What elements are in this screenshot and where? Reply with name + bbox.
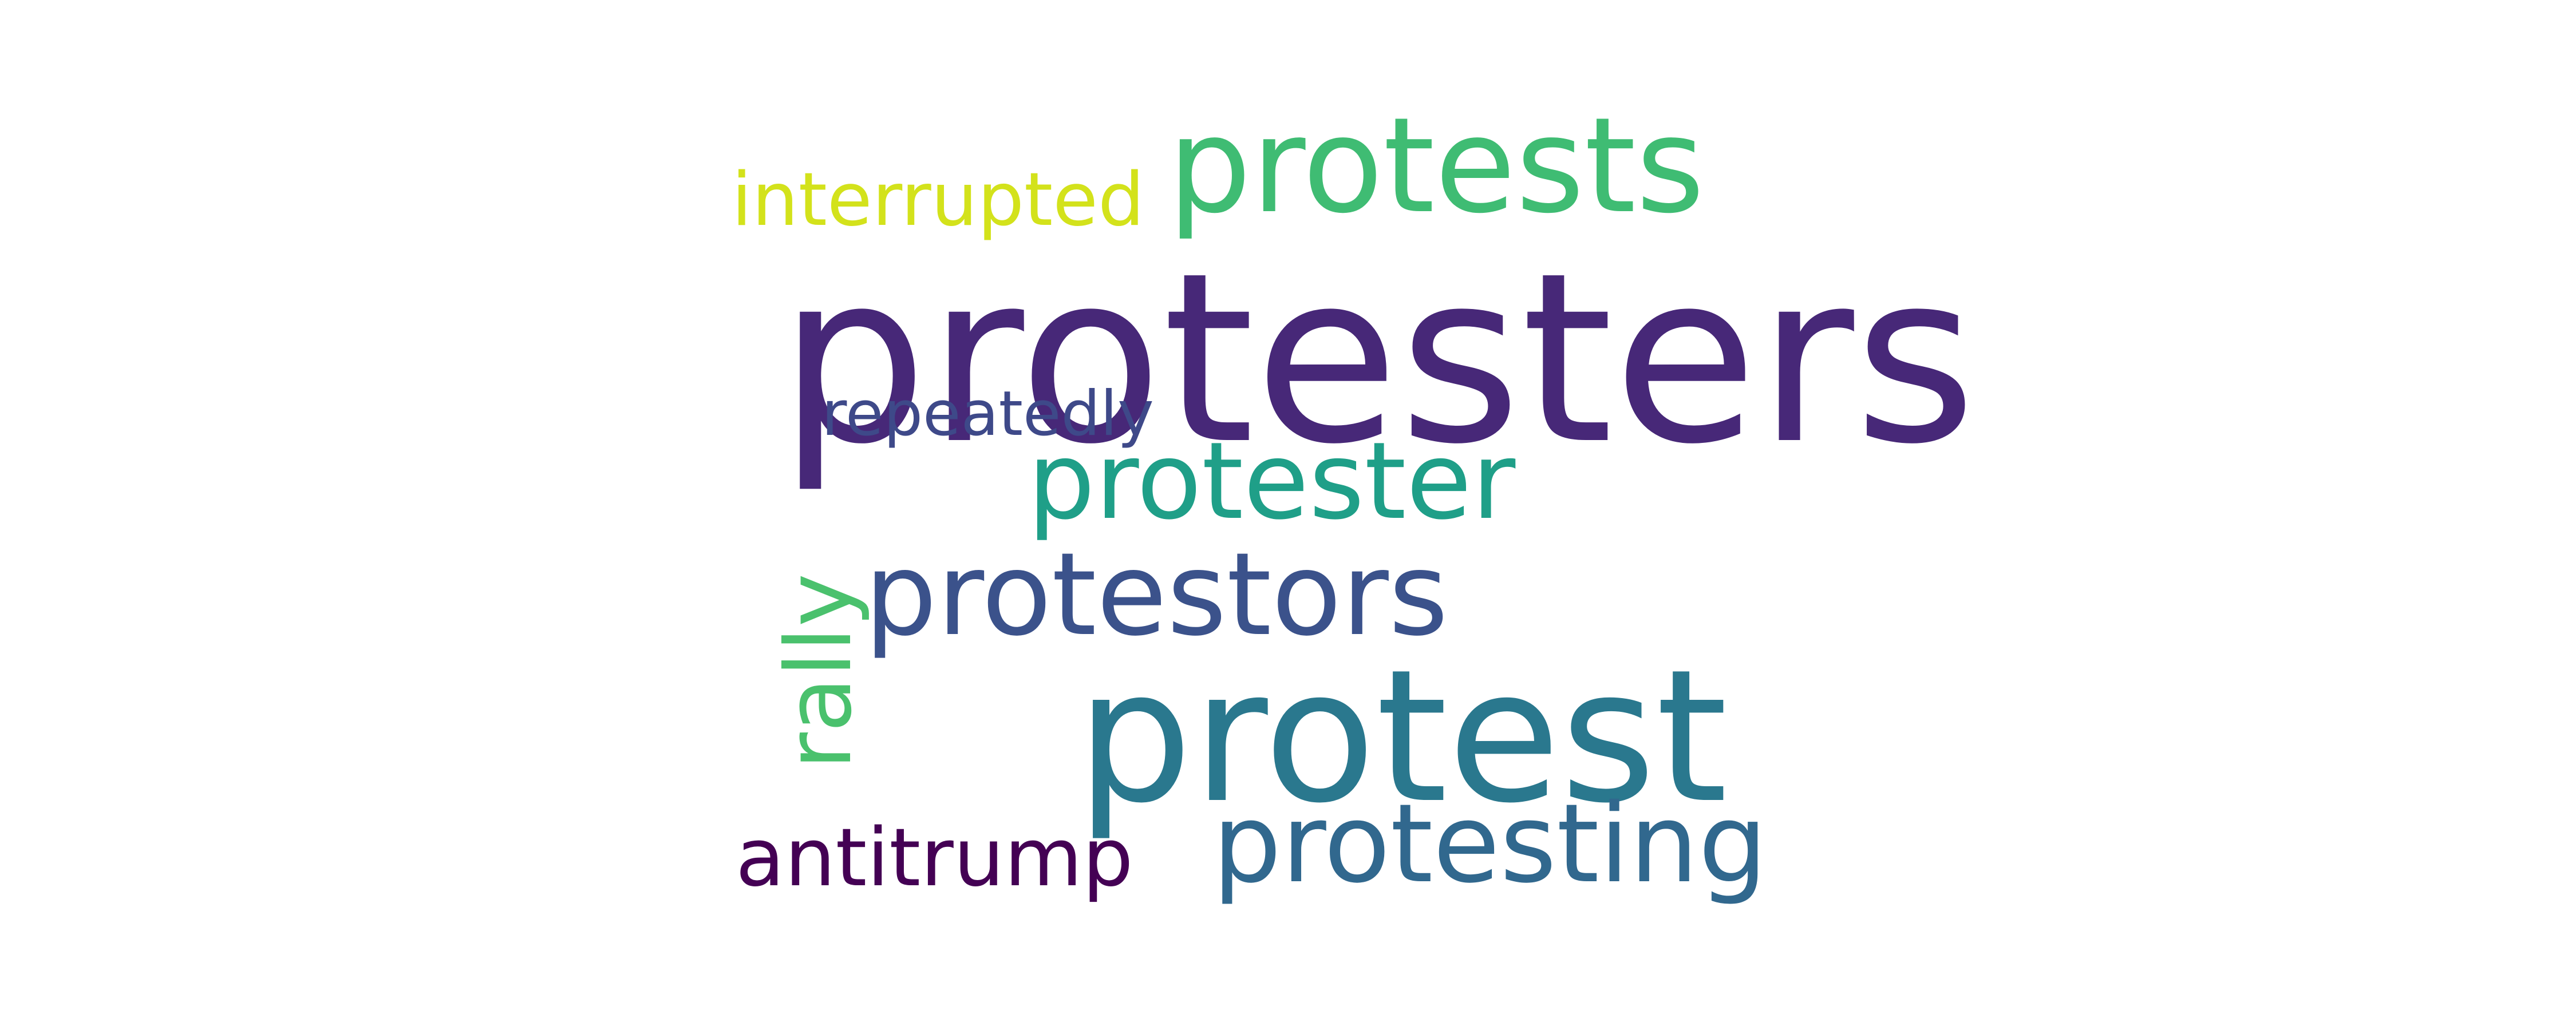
word-protests: protests [1168, 90, 1705, 243]
word-rally: rally [767, 573, 872, 770]
word-protestors: protestors [864, 528, 1449, 661]
word-repeatedly: repeatedly [821, 378, 1154, 450]
word-interrupted: interrupted [732, 157, 1145, 243]
word-protester: protester [1028, 419, 1516, 543]
word-protesters: protesters [779, 222, 1977, 496]
word-protesting: protesting [1212, 781, 1768, 907]
word-antitrump: antitrump [736, 811, 1133, 905]
word-protest: protest [1076, 631, 1728, 843]
